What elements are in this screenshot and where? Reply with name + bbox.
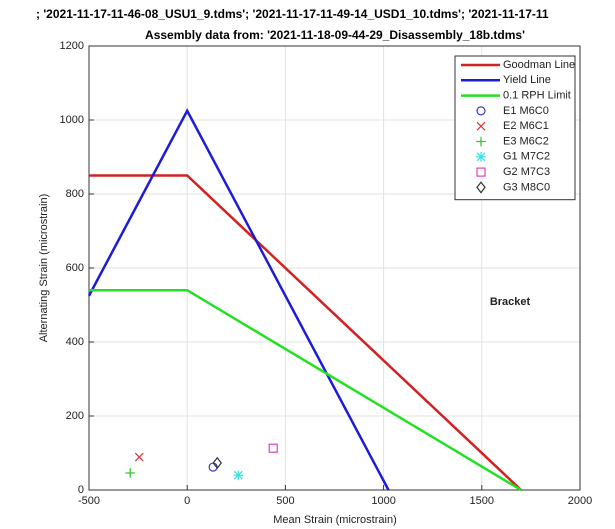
plot-frame	[88, 45, 581, 491]
legend-label: Yield Line	[503, 74, 551, 86]
legend-label: E2 M6C1	[503, 120, 549, 132]
legend-symbol	[476, 136, 486, 147]
x-tick-label: 2000	[568, 495, 592, 507]
legend-symbol	[476, 181, 486, 194]
y-tick-label: 0	[78, 484, 84, 496]
y-tick-label: 600	[66, 262, 84, 274]
legend-label: E1 M6C0	[503, 105, 549, 117]
y-tick-label: 1000	[60, 114, 84, 126]
marker-diamond	[476, 181, 486, 194]
y-axis-label: Alternating Strain (microstrain)	[38, 194, 50, 343]
marker-circle	[476, 106, 486, 116]
legend-label: G3 M8C0	[503, 181, 550, 193]
x-tick-label: -500	[78, 495, 100, 507]
y-tick-label: 800	[66, 188, 84, 200]
marker-diamond	[212, 456, 223, 470]
y-tick-label: 1200	[60, 40, 84, 52]
data-point	[268, 443, 278, 453]
legend-label: Goodman Line	[503, 59, 575, 71]
x-tick-label: 0	[184, 495, 190, 507]
series-line	[89, 174, 522, 491]
chart-subtitle: Assembly data from: '2021-11-18-09-44-29…	[145, 28, 525, 42]
legend-label: G1 M7C2	[503, 151, 550, 163]
y-tick-label: 400	[66, 336, 84, 348]
legend-symbol	[476, 152, 486, 162]
marker-stroke	[476, 121, 486, 131]
data-point	[134, 452, 144, 462]
legend-symbol	[476, 167, 486, 177]
data-point	[212, 456, 223, 470]
x-tick-label: 1000	[371, 495, 395, 507]
series-line	[89, 288, 522, 492]
marker-square	[476, 167, 486, 177]
legend-label: 0.1 RPH Limit	[503, 90, 571, 102]
x-tick-label: 1500	[470, 495, 494, 507]
x-tick-label: 500	[276, 495, 294, 507]
data-point	[125, 468, 136, 478]
legend-label: G2 M7C3	[503, 166, 550, 178]
marker-square	[268, 443, 278, 453]
annotation: Bracket	[490, 296, 531, 308]
legend-label: E3 M6C2	[503, 135, 549, 147]
data-point	[233, 470, 244, 480]
marker-stroke	[134, 452, 144, 462]
legend-symbol	[476, 106, 486, 116]
x-axis-label: Mean Strain (microstrain)	[273, 514, 396, 526]
y-tick-label: 200	[66, 410, 84, 422]
chart-title: ; '2021-11-17-11-46-08_USU1_9.tdms'; '20…	[36, 7, 549, 21]
legend-symbol	[476, 121, 486, 131]
series-line	[87, 108, 390, 491]
